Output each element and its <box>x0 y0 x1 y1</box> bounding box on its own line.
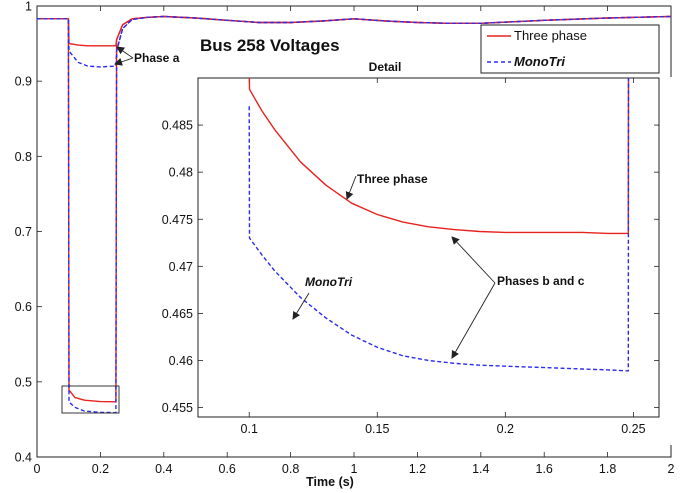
three-phase-arrow <box>345 175 357 200</box>
inset-x-tick-label: 0.1 <box>241 422 258 436</box>
inset-chart: Detail 0.4550.460.4650.470.4750.480.485 … <box>142 60 672 445</box>
main-y-tick-label: 0.7 <box>15 225 32 239</box>
legend-label-three-phase: Three phase <box>514 28 587 43</box>
main-x-tick-label: 1 <box>351 462 358 476</box>
main-x-tick-label: 1.4 <box>472 462 489 476</box>
main-x-tick-label: 2 <box>668 462 675 476</box>
main-y-tick-label: 1 <box>25 0 32 14</box>
inset-y-tick-label: 0.48 <box>169 166 193 180</box>
main-x-tick-label: 0.6 <box>219 462 236 476</box>
main-x-tick-label: 0 <box>34 462 41 476</box>
main-y-tick-label: 0.9 <box>15 75 32 89</box>
main-series-line-3 <box>37 15 671 414</box>
main-series <box>37 15 671 414</box>
main-y-tick-label: 0.5 <box>15 375 32 389</box>
main-y-axis: 0.4 0.5 0.6 0.7 0.8 0.9 1 <box>15 0 671 465</box>
legend-box <box>480 24 660 74</box>
inset-x-tick-label: 0.2 <box>497 422 514 436</box>
inset-x-tick-label: 0.25 <box>621 422 645 436</box>
zoom-region-box <box>61 385 120 414</box>
phase-a-arrow-upper <box>116 46 134 59</box>
inset-y-tick-label: 0.485 <box>162 119 193 133</box>
monotri-arrow <box>292 292 310 320</box>
phase-a-arrow-lower <box>114 57 134 66</box>
inset-y-tick-label: 0.47 <box>169 260 193 274</box>
main-x-tick-label: 1.8 <box>599 462 616 476</box>
legend: Three phase MonoTri <box>480 24 660 74</box>
legend-label-monotri: MonoTri <box>514 54 565 69</box>
main-y-tick-label: 0.4 <box>15 451 32 465</box>
main-series-line-2 <box>37 15 671 403</box>
main-x-tick-label: 0.4 <box>155 462 172 476</box>
inset-x-axis: 0.1 0.15 0.2 0.25 <box>241 78 646 436</box>
inset-y-tick-label: 0.455 <box>162 401 193 415</box>
inset-series-line-1 <box>248 78 630 372</box>
main-x-tick-label: 1.6 <box>536 462 553 476</box>
annotation-monotri: MonoTri <box>305 275 353 289</box>
inset-plot-frame <box>197 77 660 418</box>
x-axis-label: Time (s) <box>306 475 354 489</box>
inset-y-tick-label: 0.46 <box>169 354 193 368</box>
main-y-tick-label: 0.8 <box>15 150 32 164</box>
main-x-axis: 0 0.2 0.4 0.6 0.8 1 1.2 1.4 1.6 1.8 2 <box>34 6 675 476</box>
inset-series-line-0 <box>248 78 630 235</box>
inset-y-tick-label: 0.465 <box>162 307 193 321</box>
phases-bc-arrow-lower <box>451 282 496 359</box>
main-x-tick-label: 0.2 <box>92 462 109 476</box>
inset-y-axis: 0.455 0.46 0.465 0.47 0.475 0.48 0.485 <box>162 119 659 415</box>
main-x-tick-label: 0.8 <box>282 462 299 476</box>
phase-a-label: Phase a <box>134 51 180 65</box>
main-x-tick-label: 1.2 <box>409 462 426 476</box>
phases-bc-arrow-upper <box>451 236 496 284</box>
chart-title: Bus 258 Voltages <box>200 36 340 55</box>
inset-title: Detail <box>369 60 402 74</box>
inset-x-tick-label: 0.15 <box>365 422 389 436</box>
annotation-three-phase: Three phase <box>357 172 428 186</box>
annotation-phases-b-and-c: Phases b and c <box>497 274 585 288</box>
main-y-tick-label: 0.6 <box>15 300 32 314</box>
inset-series <box>248 78 630 372</box>
inset-y-tick-label: 0.475 <box>162 213 193 227</box>
